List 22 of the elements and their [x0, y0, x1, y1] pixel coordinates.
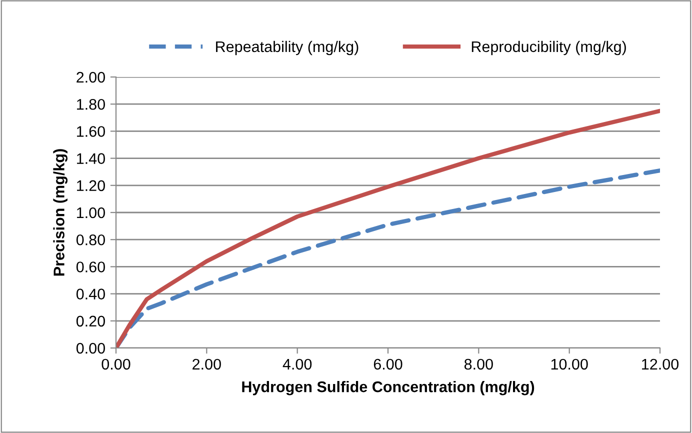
y-tick-label: 0.40	[76, 288, 105, 300]
y-tick-label: 1.20	[77, 180, 105, 192]
y-tick-label: 0.20	[76, 316, 105, 327]
y-tick-label: 1.00	[77, 207, 105, 218]
y-tick-label: 0.80	[76, 234, 105, 246]
legend-label: Repeatability (mg/kg)	[216, 40, 358, 56]
y-tick-label: 0.60	[76, 262, 105, 272]
x-tick-label: 6.00	[374, 358, 402, 370]
y-tick-label: 0.00	[76, 342, 105, 354]
y-tick-label: 2.00	[76, 72, 105, 83]
x-tick-label: 2.00	[192, 358, 221, 370]
y-tick-label: 1.60	[77, 126, 105, 137]
x-tick-label: 0.00	[102, 358, 130, 370]
x-tick-label: 4.00	[282, 358, 312, 370]
x-tick-label: 8.00	[464, 358, 493, 370]
x-tick-label: 10.00	[551, 358, 588, 370]
legend-label: Reproducibility (mg/kg)	[472, 40, 626, 56]
x-tick-label: 12.00	[642, 358, 679, 370]
y-tick-label: 1.80	[77, 98, 105, 110]
x-axis-title: Hydrogen Sulfide Concentration (mg/kg)	[242, 380, 534, 396]
y-axis-title: Precision (mg/kg)	[53, 149, 68, 276]
y-tick-label: 1.40	[77, 153, 105, 164]
